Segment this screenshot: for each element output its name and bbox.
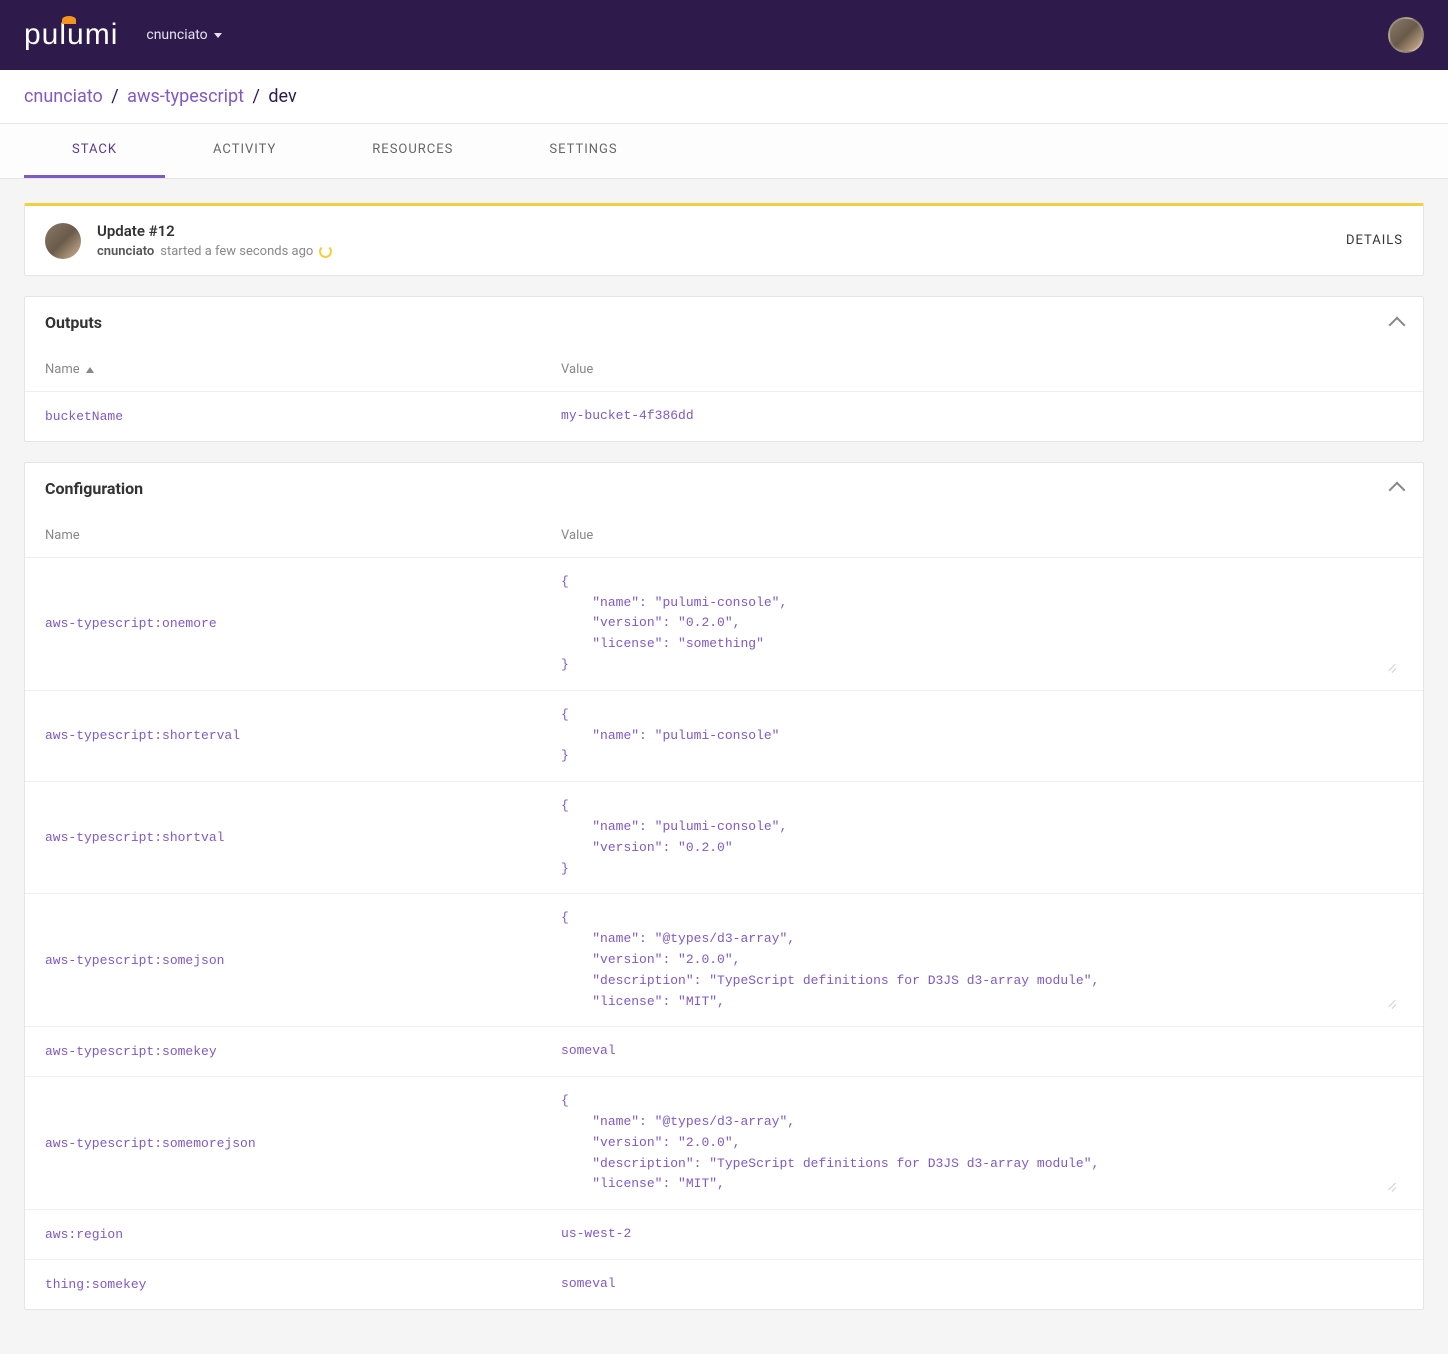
panel-header: Configuration: [25, 463, 1423, 514]
row-value: { "name": "pulumi-console", "version": "…: [561, 572, 1403, 676]
breadcrumb: cnunciato / aws-typescript / dev: [24, 86, 1424, 107]
breadcrumb-sep: /: [111, 86, 118, 107]
breadcrumb-sep: /: [252, 86, 259, 107]
spinner-icon: [319, 245, 332, 258]
col-value-header[interactable]: Value: [561, 362, 1403, 377]
breadcrumb-project[interactable]: aws-typescript: [127, 86, 244, 107]
breadcrumb-stack: dev: [268, 86, 296, 107]
name-header-text: Name: [45, 528, 80, 543]
col-name-header[interactable]: Name: [45, 528, 561, 543]
sort-arrow-icon: [86, 367, 94, 373]
table-row: aws-typescript:shorterval{ "name": "pulu…: [25, 691, 1423, 782]
row-value: { "name": "pulumi-console" }: [561, 705, 1403, 767]
row-value: { "name": "@types/d3-array", "version": …: [561, 1091, 1403, 1195]
table-row: aws-typescript:onemore{ "name": "pulumi-…: [25, 558, 1423, 691]
breadcrumb-org[interactable]: cnunciato: [24, 86, 103, 107]
tab-stack[interactable]: STACK: [24, 124, 165, 178]
resize-handle-icon[interactable]: [1385, 1179, 1397, 1191]
update-user: cnunciato: [97, 244, 154, 259]
tabs-bar: STACK ACTIVITY RESOURCES SETTINGS: [0, 124, 1448, 179]
update-meta: cnunciato started a few seconds ago: [97, 244, 1346, 259]
tabs: STACK ACTIVITY RESOURCES SETTINGS: [24, 124, 1424, 178]
table-header: Name Value: [25, 514, 1423, 558]
row-name: aws-typescript:shorterval: [45, 728, 561, 743]
row-name: thing:somekey: [45, 1277, 561, 1292]
avatar[interactable]: [1388, 17, 1424, 53]
row-value: { "name": "@types/d3-array", "version": …: [561, 908, 1403, 1012]
details-link[interactable]: DETAILS: [1346, 233, 1403, 248]
breadcrumb-bar: cnunciato / aws-typescript / dev: [0, 70, 1448, 124]
row-name: aws-typescript:somejson: [45, 953, 561, 968]
update-card: Update #12 cnunciato started a few secon…: [24, 203, 1424, 276]
logo-accent: [62, 16, 76, 24]
caret-down-icon: [214, 33, 222, 38]
outputs-panel: Outputs Name Value bucketNamemy-bucket-4…: [24, 296, 1424, 442]
configuration-panel: Configuration Name Value aws-typescript:…: [24, 462, 1424, 1310]
table-header: Name Value: [25, 348, 1423, 392]
row-name: aws-typescript:somemorejson: [45, 1136, 561, 1151]
update-info: Update #12 cnunciato started a few secon…: [97, 222, 1346, 259]
tab-settings[interactable]: SETTINGS: [501, 124, 665, 178]
chevron-up-icon[interactable]: [1389, 482, 1406, 499]
table-row: aws:regionus-west-2: [25, 1210, 1423, 1260]
topbar-left: pulumi cnunciato: [24, 18, 222, 52]
row-name: aws-typescript:onemore: [45, 616, 561, 631]
tab-activity[interactable]: ACTIVITY: [165, 124, 324, 178]
row-name: aws-typescript:somekey: [45, 1044, 561, 1059]
col-value-header[interactable]: Value: [561, 528, 1403, 543]
table-row: bucketNamemy-bucket-4f386dd: [25, 392, 1423, 441]
col-name-header[interactable]: Name: [45, 362, 561, 377]
table-row: aws-typescript:somekeysomeval: [25, 1027, 1423, 1077]
row-name: aws-typescript:shortval: [45, 830, 561, 845]
row-name: aws:region: [45, 1227, 561, 1242]
name-header-text: Name: [45, 362, 80, 377]
row-name: bucketName: [45, 409, 561, 424]
outputs-title: Outputs: [45, 313, 102, 332]
row-value: someval: [561, 1041, 1403, 1062]
org-name: cnunciato: [146, 27, 207, 43]
table-row: aws-typescript:somemorejson{ "name": "@t…: [25, 1077, 1423, 1210]
content: Update #12 cnunciato started a few secon…: [0, 179, 1448, 1354]
table-row: thing:somekeysomeval: [25, 1260, 1423, 1309]
update-avatar[interactable]: [45, 223, 81, 259]
org-dropdown[interactable]: cnunciato: [146, 27, 221, 43]
configuration-title: Configuration: [45, 479, 143, 498]
configuration-table: Name Value aws-typescript:onemore{ "name…: [25, 514, 1423, 1309]
row-value: us-west-2: [561, 1224, 1403, 1245]
outputs-table: Name Value bucketNamemy-bucket-4f386dd: [25, 348, 1423, 441]
table-row: aws-typescript:shortval{ "name": "pulumi…: [25, 782, 1423, 894]
row-value: my-bucket-4f386dd: [561, 406, 1403, 427]
resize-handle-icon[interactable]: [1385, 660, 1397, 672]
chevron-up-icon[interactable]: [1389, 316, 1406, 333]
update-title: Update #12: [97, 222, 1346, 240]
logo[interactable]: pulumi: [24, 18, 118, 52]
panel-header: Outputs: [25, 297, 1423, 348]
topbar: pulumi cnunciato: [0, 0, 1448, 70]
update-status: started a few seconds ago: [160, 244, 313, 259]
row-value: someval: [561, 1274, 1403, 1295]
table-row: aws-typescript:somejson{ "name": "@types…: [25, 894, 1423, 1027]
tab-resources[interactable]: RESOURCES: [324, 124, 501, 178]
row-value: { "name": "pulumi-console", "version": "…: [561, 796, 1403, 879]
resize-handle-icon[interactable]: [1385, 996, 1397, 1008]
